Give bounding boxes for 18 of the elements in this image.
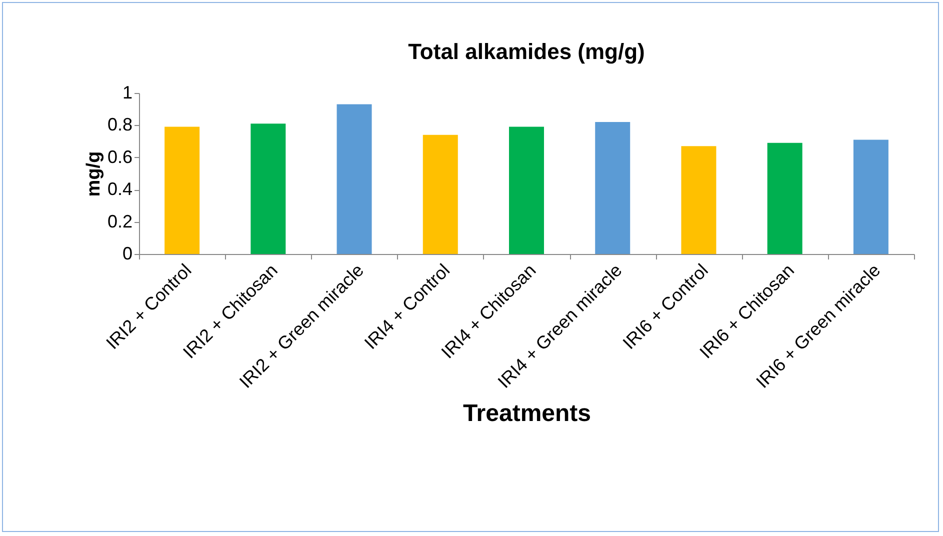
y-tick-label: 0.4 [107,179,132,200]
bar [853,140,888,254]
bar [250,124,286,254]
x-axis-title: Treatments [462,400,592,428]
bar [336,104,372,254]
bar [509,126,544,254]
bar [681,146,716,254]
bar [767,142,802,254]
bar [164,126,200,254]
bar [422,134,458,254]
bar [595,122,630,254]
y-axis-title: mg/g [83,151,104,197]
y-tick-label: 0.6 [107,146,132,167]
y-tick-label: 0.8 [107,114,132,135]
y-tick-label: 1 [122,82,132,102]
y-tick-label: 0 [122,244,132,264]
chart-title: Total alkamides (mg/g) [408,39,645,64]
y-tick-label: 0.2 [107,211,132,232]
